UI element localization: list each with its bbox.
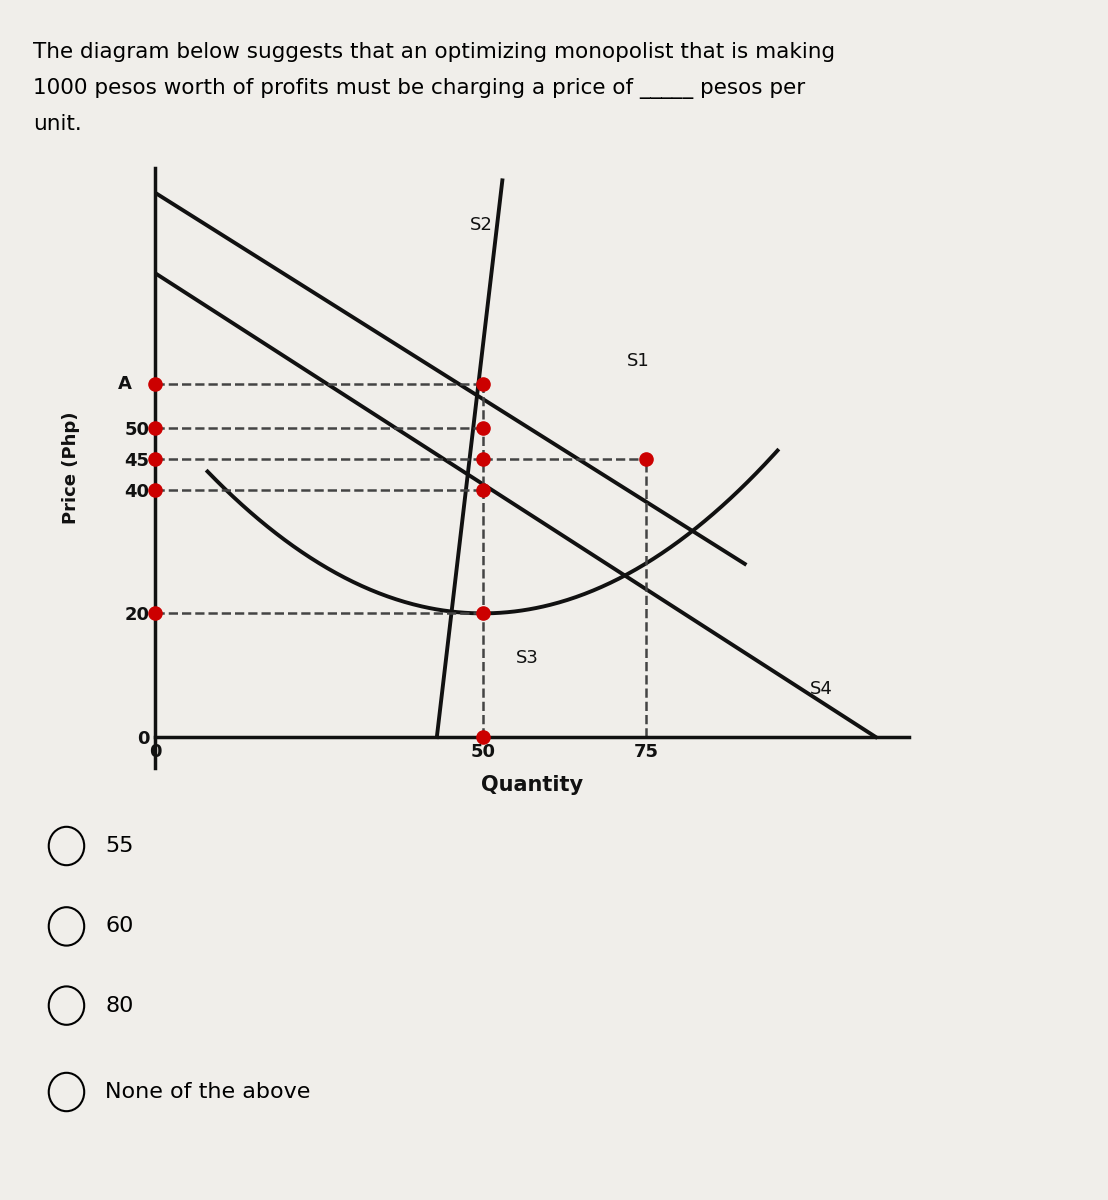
Point: [146, 480, 164, 499]
Text: S4: S4: [810, 679, 833, 697]
Point: [474, 604, 492, 623]
Text: S2: S2: [470, 216, 492, 234]
Point: [637, 449, 655, 468]
Text: A: A: [119, 376, 132, 394]
Text: S3: S3: [515, 649, 538, 667]
Point: [474, 449, 492, 468]
Text: unit.: unit.: [33, 114, 82, 134]
Text: The diagram below suggests that an optimizing monopolist that is making: The diagram below suggests that an optim…: [33, 42, 835, 62]
Text: 1000 pesos worth of profits must be charging a price of _____ pesos per: 1000 pesos worth of profits must be char…: [33, 78, 806, 98]
Point: [474, 480, 492, 499]
X-axis label: Quantity: Quantity: [481, 774, 583, 794]
Point: [146, 449, 164, 468]
Point: [474, 418, 492, 437]
Text: S1: S1: [627, 352, 649, 370]
Text: 60: 60: [105, 917, 134, 936]
Point: [474, 374, 492, 394]
Text: 55: 55: [105, 836, 134, 856]
Point: [146, 604, 164, 623]
Y-axis label: Price (Php): Price (Php): [62, 412, 80, 524]
Point: [474, 727, 492, 746]
Point: [146, 418, 164, 437]
Text: None of the above: None of the above: [105, 1082, 310, 1102]
Point: [146, 374, 164, 394]
Text: 80: 80: [105, 996, 134, 1015]
